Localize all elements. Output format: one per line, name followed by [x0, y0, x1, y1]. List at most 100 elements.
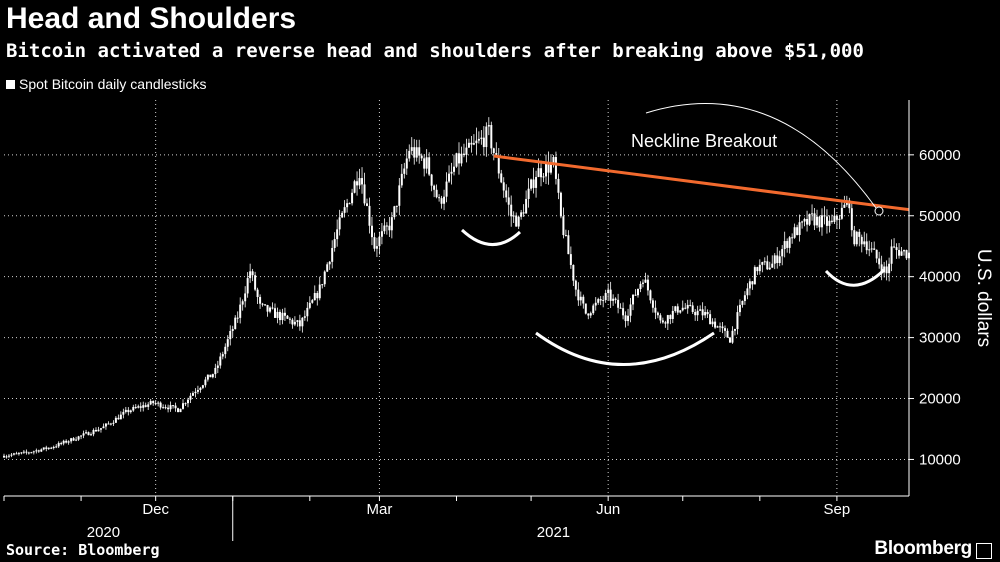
chart-title: Head and Shoulders	[6, 2, 297, 35]
candle-body	[149, 400, 152, 405]
candle-body	[453, 166, 456, 172]
candle-body	[405, 158, 408, 169]
candle-body	[674, 306, 677, 311]
candle-body	[276, 311, 279, 318]
candle-body	[738, 304, 741, 313]
candle-body	[793, 227, 796, 238]
candle-body	[450, 171, 453, 174]
candle-body	[114, 417, 117, 423]
candle-body	[373, 237, 376, 249]
candle-body	[535, 176, 538, 188]
breakout-pointer	[645, 103, 877, 209]
candle-body	[830, 220, 833, 222]
candle-body	[808, 213, 811, 225]
candle-body	[796, 227, 799, 235]
candle-body	[42, 447, 45, 450]
candle-body	[579, 296, 582, 301]
candle-body	[244, 293, 247, 302]
candle-body	[104, 423, 107, 427]
candle-body	[766, 261, 769, 270]
candle-body	[420, 155, 423, 159]
candle-body	[129, 410, 132, 413]
candle-body	[182, 403, 185, 409]
candle-body	[134, 406, 137, 408]
candle-body	[883, 266, 886, 273]
candle-body	[70, 438, 73, 442]
candle-body	[728, 337, 731, 343]
candle-body	[614, 298, 617, 300]
candle-body	[336, 229, 339, 240]
candle-body	[527, 188, 530, 199]
candle-body	[94, 429, 97, 432]
candle-body	[142, 405, 145, 408]
candle-body	[492, 148, 495, 154]
candle-body	[540, 168, 543, 178]
source-note: Source: Bloomberg	[6, 541, 160, 559]
candle-body	[838, 218, 841, 220]
candle-body	[410, 147, 413, 151]
candle-body	[65, 440, 68, 443]
candle-body	[122, 411, 125, 415]
candle-body	[758, 264, 761, 272]
candle-body	[848, 200, 851, 209]
candle-body	[12, 453, 15, 455]
candle-body	[77, 436, 80, 440]
candle-body	[174, 405, 177, 409]
candle-body	[467, 142, 470, 148]
candle-body	[619, 307, 622, 309]
candle-body	[858, 231, 861, 237]
legend: Spot Bitcoin daily candlesticks	[6, 76, 207, 92]
candle-body	[801, 221, 804, 223]
candle-body	[231, 329, 234, 331]
candle-body	[462, 153, 465, 155]
right-shoulder-arc	[824, 268, 886, 287]
candle-body	[194, 391, 197, 394]
candle-body	[811, 213, 814, 215]
candle-body	[522, 212, 525, 214]
candle-body	[184, 403, 187, 405]
candle-body	[37, 450, 40, 452]
neckline-breakout-label: Neckline Breakout	[631, 131, 777, 151]
candle-body	[505, 190, 508, 198]
candle-body	[261, 303, 264, 305]
candle-body	[547, 163, 550, 173]
candle-body	[878, 258, 881, 265]
candle-body	[269, 307, 272, 312]
candle-body	[236, 317, 239, 319]
candle-body	[50, 447, 53, 449]
candle-body	[400, 173, 403, 186]
candle-body	[592, 305, 595, 314]
candle-body	[286, 315, 289, 319]
candle-body	[512, 215, 515, 217]
candle-body	[321, 284, 324, 286]
candle-body	[365, 203, 368, 206]
x-tick-label: Dec	[142, 501, 169, 518]
candle-body	[124, 409, 127, 412]
candle-body	[666, 315, 669, 324]
candle-body	[825, 216, 828, 226]
candle-body	[62, 440, 65, 444]
candle-body	[457, 153, 460, 164]
y-axis-label: U.S. dollars	[973, 249, 994, 347]
candle-body	[517, 216, 520, 227]
candle-body	[440, 198, 443, 204]
candle-body	[689, 304, 692, 306]
candle-body	[549, 163, 552, 173]
candle-body	[798, 222, 801, 235]
candle-body	[443, 196, 446, 204]
candle-body	[445, 181, 448, 197]
candle-body	[515, 215, 518, 227]
candle-body	[119, 414, 122, 420]
candle-body	[594, 302, 597, 306]
candle-body	[564, 235, 567, 237]
candle-body	[216, 365, 219, 368]
candle-body	[266, 304, 269, 312]
candle-body	[418, 147, 421, 156]
candle-body	[855, 231, 858, 245]
candle-body	[209, 374, 212, 378]
candle-body	[167, 407, 170, 410]
candle-body	[281, 312, 284, 321]
candle-body	[375, 246, 378, 249]
candle-body	[743, 295, 746, 301]
candle-body	[791, 237, 794, 239]
